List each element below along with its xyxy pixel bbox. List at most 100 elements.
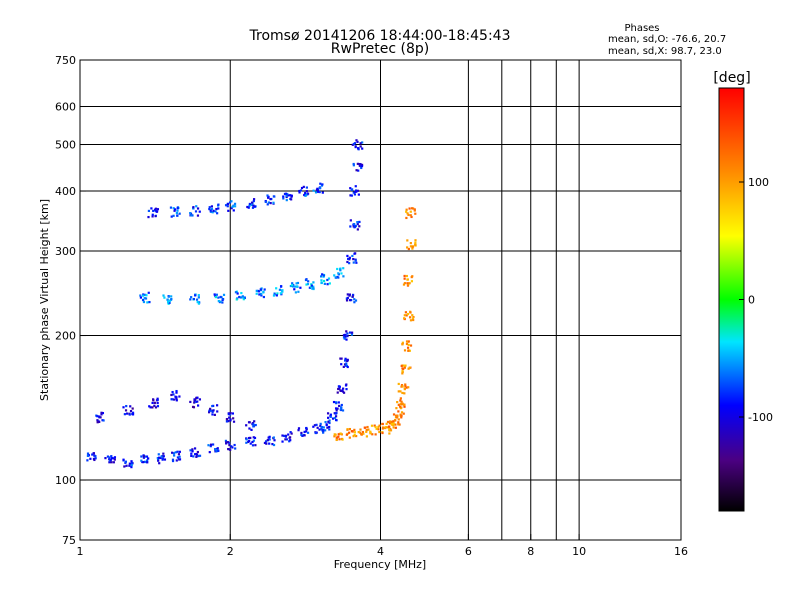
data-point [126,412,129,415]
data-point [406,282,409,285]
data-point [303,434,306,437]
data-point [406,346,410,349]
data-point [221,301,224,304]
data-point [245,438,248,441]
data-point [140,459,143,462]
data-point [403,282,407,285]
data-point [266,203,269,206]
colorbar-tick-label: -100 [748,411,773,424]
data-point [284,438,287,441]
data-point [214,295,218,299]
data-point [286,192,289,196]
data-point [358,162,361,166]
data-point [403,388,406,391]
data-point [144,297,148,300]
data-point [86,454,90,457]
data-point [228,441,231,444]
data-point [287,194,290,197]
data-point [305,283,308,286]
data-point [230,200,233,203]
data-point [197,294,200,297]
data-point [402,283,406,286]
data-point [337,272,340,275]
data-point [144,293,147,296]
data-point [250,428,253,431]
data-point [212,209,215,212]
data-point [341,390,345,393]
data-point [298,191,301,194]
data-point [130,466,133,469]
data-point [210,205,214,208]
data-point [361,430,364,434]
x-tick-label: 2 [227,545,234,558]
data-point [362,432,365,435]
data-point [407,343,410,347]
data-point [385,422,388,425]
data-point [407,247,410,251]
data-point [334,407,338,410]
data-point [414,241,417,244]
data-point [359,428,362,431]
data-point [195,452,198,456]
data-point [148,300,151,304]
data-point [409,214,412,217]
data-point [304,430,308,433]
data-point [110,461,113,464]
data-point [250,203,253,207]
data-point [349,194,352,197]
data-point [403,366,406,369]
data-point [359,142,362,145]
data-point [176,456,180,459]
data-point [227,420,230,423]
data-point [192,297,196,301]
data-point [195,298,199,301]
data-point [350,333,354,336]
data-point [377,425,380,429]
data-point [269,198,272,201]
data-point [251,201,254,204]
data-point [145,455,149,458]
data-point [265,440,268,443]
data-point [352,435,355,438]
data-point [212,409,215,412]
data-point [159,456,162,460]
data-point [334,433,337,436]
data-point [175,459,178,462]
data-point [355,434,358,438]
data-point [109,458,113,461]
data-point [124,460,128,463]
data-point [279,292,282,295]
data-point [156,456,159,460]
data-point [275,287,278,290]
data-point [217,207,220,210]
data-point [347,431,351,434]
data-point [381,422,384,426]
data-point [298,189,301,193]
data-point [410,207,414,210]
data-point [297,290,300,293]
data-point [350,194,353,197]
data-point [351,331,354,334]
data-point [293,285,297,288]
data-point [130,460,133,463]
data-point [211,443,215,446]
data-point [395,416,398,419]
data-point [247,436,251,440]
data-point [252,425,255,428]
data-point [255,292,258,295]
data-point [259,288,262,291]
data-point [209,443,213,446]
data-point [349,225,352,228]
data-point [306,431,310,434]
data-point [346,296,349,300]
data-point [245,424,248,427]
data-point [249,436,252,439]
data-point [207,444,210,447]
data-point [147,215,150,219]
data-point [281,440,284,443]
data-point [168,301,171,305]
data-point [353,226,356,229]
data-point [306,193,309,196]
data-point [142,293,145,296]
